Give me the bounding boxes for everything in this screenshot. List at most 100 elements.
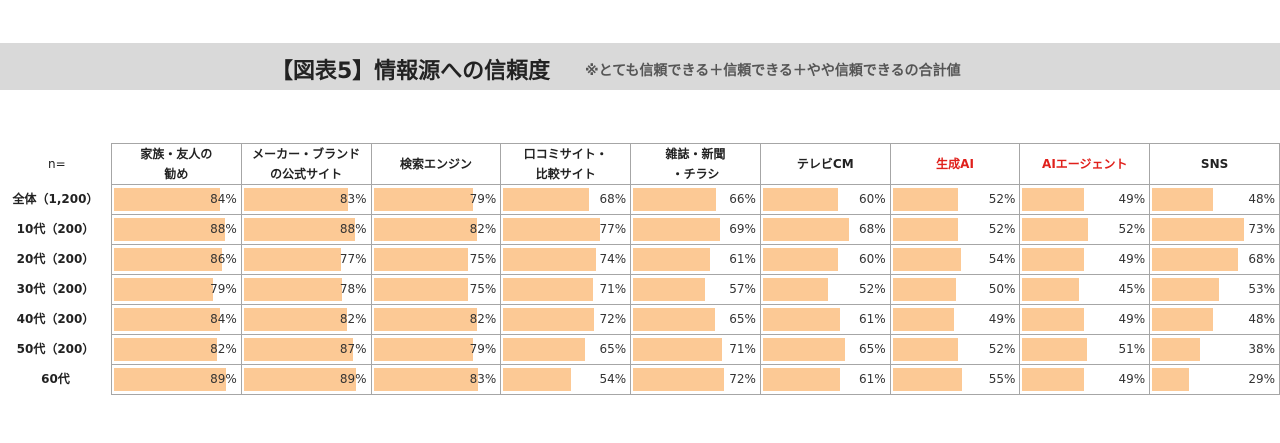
column-header-line: AIエージェント xyxy=(1042,157,1128,171)
value-cell: 68% xyxy=(759,214,891,245)
value-label: 65% xyxy=(599,342,627,356)
value-bar xyxy=(503,248,597,271)
column-header-line: 口コミサイト・ xyxy=(523,147,608,161)
value-cell: 49% xyxy=(889,304,1021,335)
column-header-line: 生成AI xyxy=(936,157,974,171)
value-label: 68% xyxy=(858,222,886,236)
value-cell: 88% xyxy=(240,214,372,245)
value-bar xyxy=(373,308,477,331)
value-cell: 48% xyxy=(1149,184,1280,215)
value-cell: 74% xyxy=(500,244,632,275)
value-cell: 29% xyxy=(1149,364,1280,395)
value-label: 88% xyxy=(339,222,367,236)
value-bar xyxy=(243,338,354,361)
value-cell: 61% xyxy=(759,304,891,335)
title-bar xyxy=(0,43,1280,90)
value-bar xyxy=(1152,188,1213,211)
value-cell: 79% xyxy=(111,274,242,305)
chart-title: 【図表5】情報源への信頼度 xyxy=(271,59,551,84)
value-cell: 69% xyxy=(630,214,761,245)
value-label: 69% xyxy=(729,222,756,236)
value-bar xyxy=(373,368,479,391)
value-cell: 55% xyxy=(889,364,1021,395)
value-cell: 89% xyxy=(111,364,242,395)
row-label: 30代（200） xyxy=(16,282,95,296)
value-bar xyxy=(373,218,477,241)
value-bar xyxy=(1152,218,1245,241)
value-bar xyxy=(503,338,586,361)
value-label: 74% xyxy=(599,252,627,266)
value-cell: 82% xyxy=(240,304,372,335)
column-header-line: ・チラシ xyxy=(671,167,720,181)
value-cell: 68% xyxy=(1149,244,1280,275)
value-bar xyxy=(503,368,572,391)
value-label: 49% xyxy=(1118,252,1146,266)
table-row: 84% 83% 79% 68% 66% 60% 52% 49% 48% xyxy=(111,184,1280,215)
value-cell: 52% xyxy=(1019,214,1151,245)
value-cell: 75% xyxy=(370,274,502,305)
value-bar xyxy=(1152,278,1219,301)
column-header: メーカー・ブランド の公式サイト xyxy=(240,143,372,185)
value-cell: 65% xyxy=(630,304,761,335)
value-label: 68% xyxy=(1248,252,1275,266)
value-label: 89% xyxy=(210,372,237,386)
column-header: AIエージェント xyxy=(1019,143,1151,185)
value-label: 48% xyxy=(1248,192,1275,206)
column-header-line: 雑誌・新聞 xyxy=(665,147,726,161)
value-label: 68% xyxy=(599,192,627,206)
value-bar xyxy=(1152,248,1238,271)
column-header: 口コミサイト・ 比較サイト xyxy=(500,143,632,185)
value-cell: 54% xyxy=(889,244,1021,275)
value-bar xyxy=(243,368,356,391)
value-label: 60% xyxy=(858,252,886,266)
value-bar xyxy=(114,368,227,391)
value-label: 79% xyxy=(469,192,497,206)
value-bar xyxy=(1152,338,1201,361)
value-cell: 61% xyxy=(630,244,761,275)
value-bar xyxy=(114,188,220,211)
value-cell: 82% xyxy=(370,214,502,245)
value-cell: 54% xyxy=(500,364,632,395)
value-bar xyxy=(1152,368,1189,391)
row-label: 全体（1,200） xyxy=(12,192,99,206)
value-bar xyxy=(243,308,348,331)
value-label: 89% xyxy=(339,372,367,386)
value-label: 77% xyxy=(599,222,627,236)
value-bar xyxy=(892,338,959,361)
value-label: 61% xyxy=(729,252,756,266)
trust-table: 家族・友人の 勧め メーカー・ブランド の公式サイト 検索エンジン 口コミサイト・ 比較サイ… xyxy=(111,143,1280,395)
value-bar xyxy=(633,368,724,391)
value-cell: 49% xyxy=(1019,244,1151,275)
value-cell: 52% xyxy=(759,274,891,305)
value-label: 79% xyxy=(210,282,237,296)
value-label: 82% xyxy=(210,342,237,356)
value-bar xyxy=(1022,278,1080,301)
column-header-line: 検索エンジン xyxy=(399,157,472,171)
value-cell: 72% xyxy=(500,304,632,335)
value-label: 75% xyxy=(469,252,497,266)
table-row: 89% 89% 83% 54% 72% 61% 55% 49% 29% xyxy=(111,364,1280,395)
value-label: 52% xyxy=(988,192,1016,206)
value-bar xyxy=(892,308,955,331)
value-label: 79% xyxy=(469,342,497,356)
value-label: 50% xyxy=(988,282,1016,296)
value-label: 84% xyxy=(210,192,237,206)
value-cell: 52% xyxy=(889,214,1021,245)
value-label: 54% xyxy=(988,252,1016,266)
value-label: 65% xyxy=(858,342,886,356)
value-cell: 50% xyxy=(889,274,1021,305)
column-header: 検索エンジン xyxy=(370,143,502,185)
column-header: 生成AI xyxy=(889,143,1021,185)
value-label: 52% xyxy=(988,222,1016,236)
value-bar xyxy=(762,338,845,361)
value-label: 86% xyxy=(210,252,237,266)
value-bar xyxy=(243,278,342,301)
row-label: 40代（200） xyxy=(16,312,95,326)
value-cell: 83% xyxy=(240,184,372,215)
value-bar xyxy=(892,368,962,391)
value-bar xyxy=(762,248,839,271)
value-bar xyxy=(1022,188,1085,211)
header-row: 家族・友人の 勧め メーカー・ブランド の公式サイト 検索エンジン 口コミサイト・ 比較サイ… xyxy=(111,143,1280,185)
table-row: 88% 88% 82% 77% 69% 68% 52% 52% 73% xyxy=(111,214,1280,245)
value-cell: 49% xyxy=(1019,364,1151,395)
